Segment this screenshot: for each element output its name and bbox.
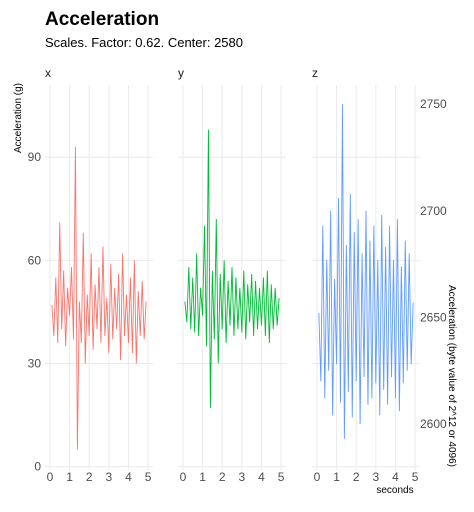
y-axis-label: Acceleration (g) — [13, 83, 24, 153]
x-tick-label: 5 — [412, 470, 419, 484]
series-line — [184, 129, 280, 409]
x-tick-label: 3 — [105, 470, 112, 484]
y2-tick-label: 2700 — [420, 204, 447, 218]
series-line — [51, 146, 147, 450]
facet-label: y — [178, 66, 184, 80]
y-tick-label: 90 — [28, 150, 42, 164]
x-tick-label: 5 — [145, 470, 152, 484]
x-tick-label: 1 — [199, 470, 206, 484]
facet-label: x — [45, 66, 51, 80]
x-tick-label: 1 — [333, 470, 340, 484]
x-tick-label: 0 — [47, 470, 54, 484]
x-tick-label: 4 — [258, 470, 265, 484]
y-tick-label: 30 — [28, 356, 42, 370]
chart-subtitle: Scales. Factor: 0.62. Center: 2580 — [45, 35, 243, 50]
chart-title: Acceleration — [45, 9, 159, 30]
x-tick-label: 4 — [392, 470, 399, 484]
x-tick-label: 3 — [238, 470, 245, 484]
x-tick-label: 2 — [219, 470, 226, 484]
x-axis-label: seconds — [376, 485, 413, 496]
y-tick-label: 60 — [28, 253, 42, 267]
x-tick-label: 3 — [372, 470, 379, 484]
x-tick-label: 2 — [353, 470, 360, 484]
y2-tick-label: 2750 — [420, 97, 447, 111]
y2-tick-label: 2600 — [420, 417, 447, 431]
y2-axis-label: Acceleration (byte value of 2^12 or 4096… — [446, 285, 457, 467]
x-tick-label: 2 — [86, 470, 93, 484]
x-tick-label: 0 — [314, 470, 321, 484]
x-tick-label: 4 — [125, 470, 132, 484]
series-line — [318, 104, 414, 439]
y-tick-label: 0 — [34, 460, 41, 474]
x-tick-label: 0 — [180, 470, 187, 484]
y2-tick-label: 2650 — [420, 310, 447, 324]
x-tick-label: 1 — [66, 470, 73, 484]
facet-label: z — [312, 66, 318, 80]
x-tick-label: 5 — [278, 470, 285, 484]
